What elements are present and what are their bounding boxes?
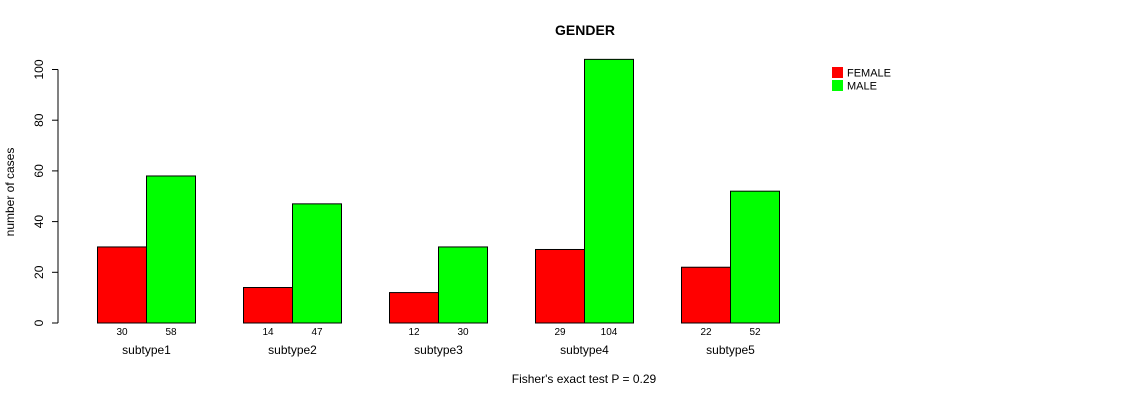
legend-swatch-male [832,80,843,91]
y-tick-label: 0 [32,319,46,326]
bar-group-subtype3: 12 30 subtype3 [389,246,488,357]
x-tick-label-subtype2: subtype2 [268,343,317,357]
y-tick-label: 80 [32,113,46,127]
y-tick-label: 100 [32,59,46,79]
bar-value-label: 30 [116,327,128,338]
bar-group-subtype5: 22 52 subtype5 [681,190,780,357]
bar-group-subtype1: 30 58 subtype1 [97,175,196,357]
fisher-test-label: Fisher's exact test P = 0.29 [512,372,657,386]
bar-female-subtype5 [681,266,731,324]
bar-group-subtype2: 14 47 subtype2 [243,203,342,357]
x-tick-label-subtype3: subtype3 [414,343,463,357]
bar-value-label: 14 [262,327,274,338]
bar-male-subtype1 [146,175,196,324]
x-tick-label-subtype4: subtype4 [560,343,609,357]
bar-female-subtype3 [389,292,439,324]
bar-male-subtype5 [730,190,780,324]
bar-male-subtype3 [438,246,488,324]
bar-value-label: 104 [601,327,618,338]
bar-female-subtype2 [243,287,293,324]
bar-value-label: 47 [311,327,323,338]
bar-value-label: 29 [554,327,566,338]
bar-value-label: 22 [700,327,712,338]
legend-swatch-female [832,67,843,78]
y-axis-label: number of cases [3,148,17,237]
bar-value-label: 52 [749,327,761,338]
y-tick-label: 20 [32,265,46,279]
bar-group-subtype4: 29 104 subtype4 [535,58,634,357]
legend-label-female: FEMALE [847,68,891,80]
bar-female-subtype1 [97,246,147,324]
bar-female-subtype4 [535,248,585,324]
bar-value-label: 58 [165,327,177,338]
y-axis: 0 20 40 60 80 100 [32,59,59,326]
y-tick-label: 60 [32,164,46,178]
chart-title: GENDER [555,22,615,38]
bar-value-label: 12 [408,327,420,338]
x-tick-label-subtype5: subtype5 [706,343,755,357]
y-tick-label: 40 [32,215,46,229]
bars-group: 30 58 subtype1 14 47 subtype2 12 30 subtype3 29 10… [97,58,780,357]
legend-label-male: MALE [847,81,877,93]
bar-value-label: 30 [457,327,469,338]
x-tick-label-subtype1: subtype1 [122,343,171,357]
bar-male-subtype4 [584,58,634,324]
bar-male-subtype2 [292,203,342,324]
